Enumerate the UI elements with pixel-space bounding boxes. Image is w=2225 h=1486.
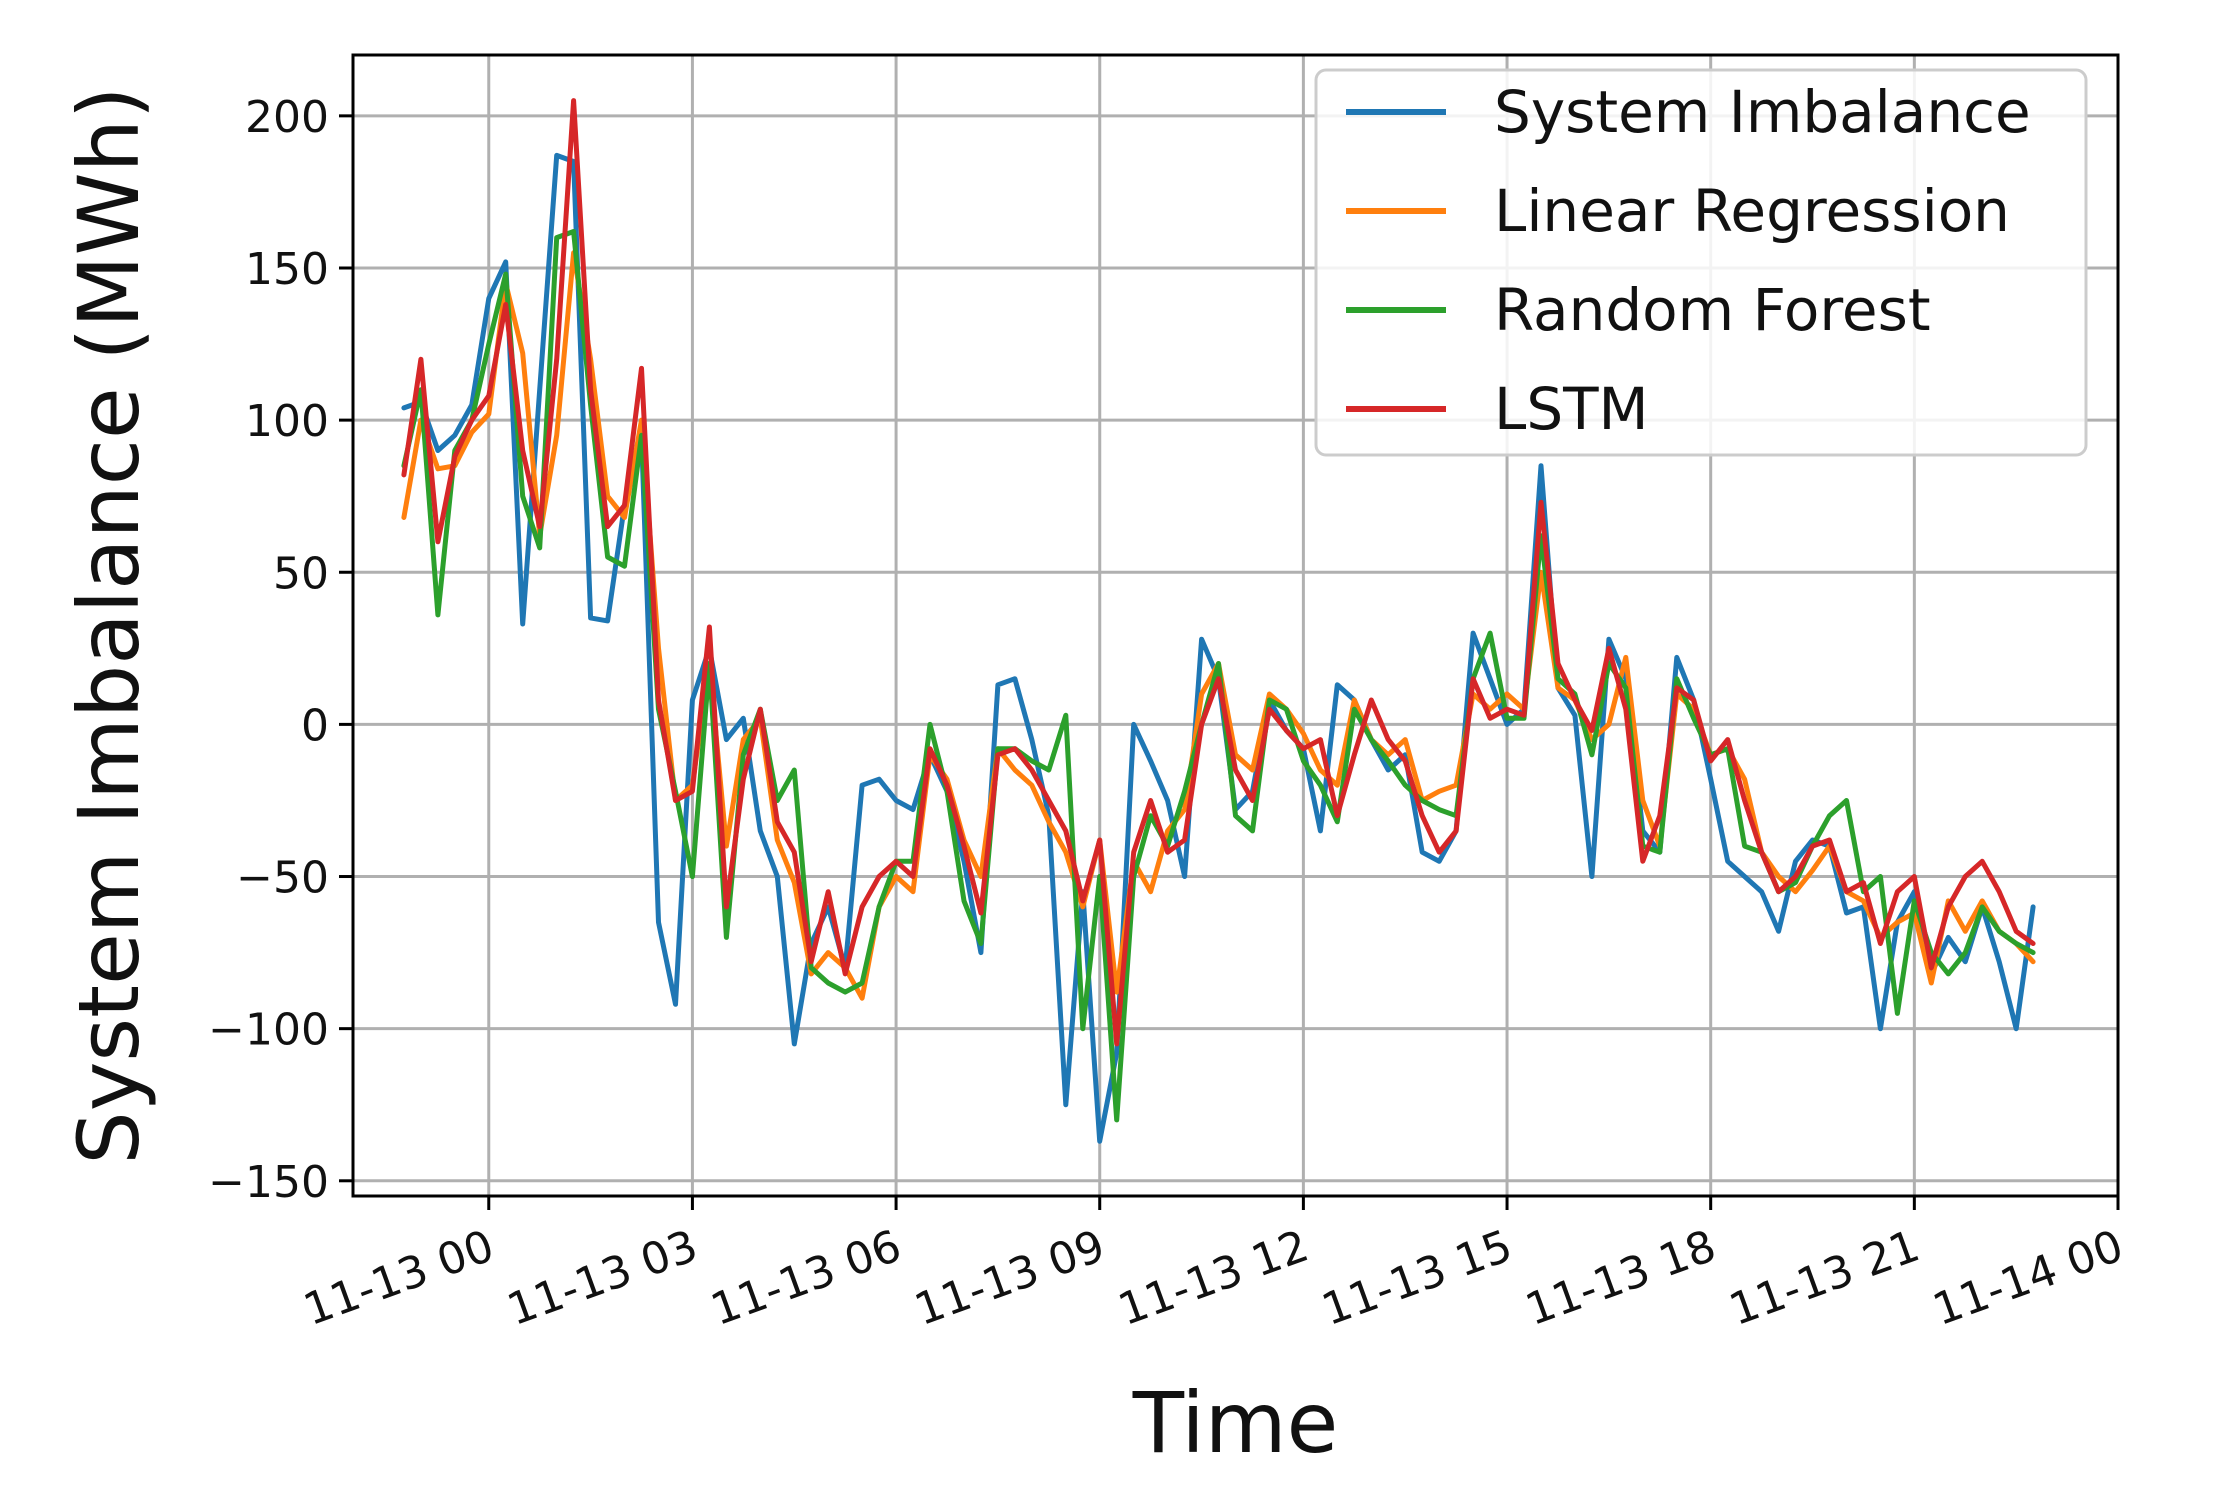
series-layer (401, 98, 2036, 1144)
x-axis-title: Time (1132, 1374, 1339, 1472)
grid-layer (353, 55, 2120, 1196)
legend-label-random-forest: Random Forest (1494, 276, 1931, 344)
x-tick-label: 11-13 09 (908, 1220, 1111, 1336)
y-tick-label: −150 (208, 1157, 329, 1208)
y-tick-label: −50 (236, 853, 329, 904)
x-tick-label: 11-13 21 (1723, 1220, 1926, 1336)
plot-frame (351, 53, 2120, 1198)
legend: System Imbalance Linear Regression Random … (1314, 68, 2088, 457)
y-axis-title: System Imbalance (MWh) (60, 86, 158, 1164)
x-tick-label: 11-13 15 (1315, 1220, 1518, 1336)
x-tick-label: 11-13 18 (1519, 1220, 1722, 1336)
x-tick-label: 11-13 06 (704, 1220, 907, 1336)
y-tick-label: 150 (245, 244, 329, 295)
legend-label-linear-regression: Linear Regression (1494, 177, 2010, 245)
y-tick-label: 100 (245, 396, 329, 447)
y-tick-label: 200 (245, 92, 329, 143)
x-tick-label: 11-13 12 (1112, 1220, 1315, 1336)
x-tick-label: 11-13 00 (297, 1220, 500, 1336)
legend-label-lstm: LSTM (1494, 375, 1649, 443)
x-tick-label: 11-14 00 (1926, 1220, 2129, 1336)
x-tick-label: 11-13 03 (501, 1220, 704, 1336)
y-tick-label: −100 (208, 1005, 329, 1056)
y-tick-label: 0 (301, 700, 329, 751)
y-tick-label: 50 (273, 548, 329, 599)
series-line-lstm (401, 98, 2036, 1047)
legend-box (1314, 68, 2088, 457)
legend-label-system-imbalance: System Imbalance (1494, 78, 2031, 146)
